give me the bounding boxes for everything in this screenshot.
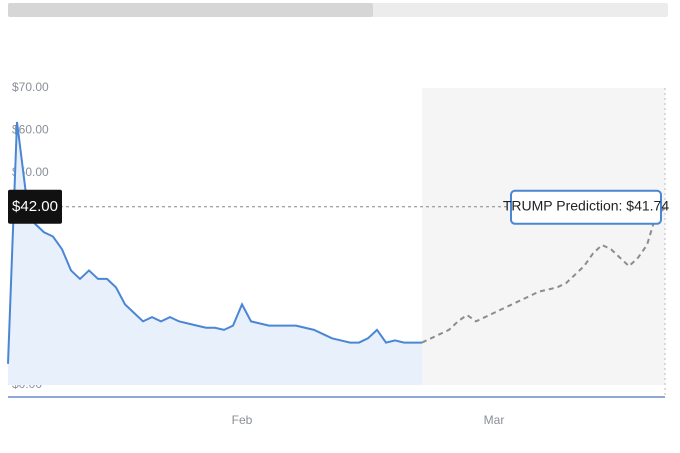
forecast-region [422, 88, 665, 385]
x-tick-label: Mar [484, 413, 505, 427]
x-tick-label: Feb [232, 413, 253, 427]
prediction-label: TRUMP Prediction: $41.74 [503, 198, 669, 214]
y-tick-label: $60.00 [12, 123, 49, 137]
price-marker-box [8, 189, 62, 224]
prediction-line [421, 207, 666, 344]
price-line [7, 121, 422, 364]
price-marker-label: $42.00 [12, 198, 58, 215]
y-tick-label: $70.00 [12, 80, 49, 94]
prediction-callout [510, 189, 662, 225]
area-fill [8, 121, 422, 385]
progress-fill [8, 3, 373, 17]
